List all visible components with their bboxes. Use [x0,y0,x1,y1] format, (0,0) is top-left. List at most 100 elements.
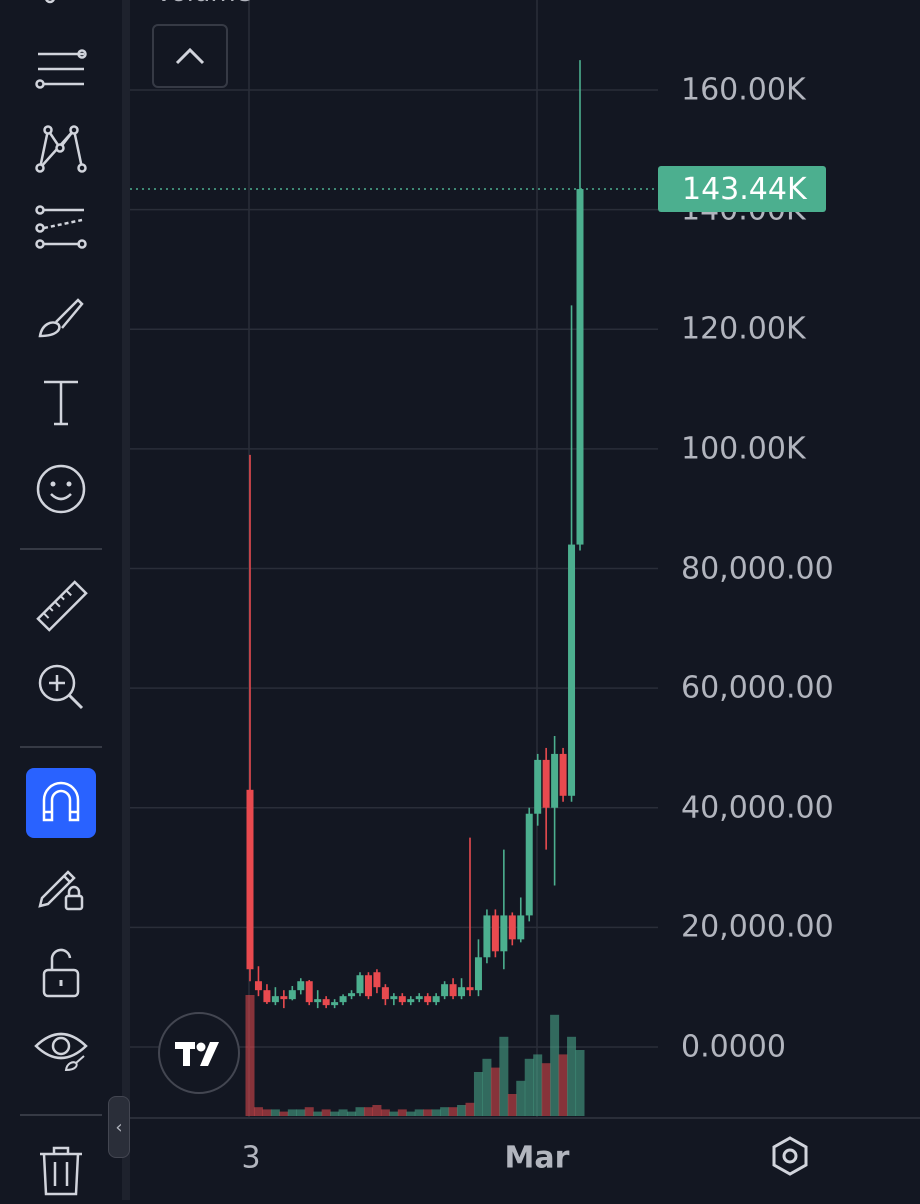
volume-bar [575,1050,585,1116]
volume-pane-label: Volume [155,0,252,8]
tool-unlock[interactable] [22,938,100,1008]
magnet-icon [42,781,80,822]
candle-body [474,957,482,991]
drawing-toolbar [0,0,122,1200]
candle-body [271,996,279,1003]
pattern-icon [35,125,87,173]
tool-trend-lines[interactable] [22,34,100,104]
tool-magnet[interactable] [26,768,96,838]
candle-body [398,996,406,1003]
price-axis-tick: 60,000.00 [681,670,834,706]
candle-body [466,987,474,991]
candle-body [314,999,322,1003]
chevron-up-icon [175,47,205,65]
tool-lock-drawings[interactable] [22,852,100,922]
price-axis-tick: 160.00K [681,72,806,108]
volume-bar [287,1109,297,1116]
toolbar-separator [20,746,102,748]
tool-text[interactable] [22,368,100,438]
volume-bar [313,1111,323,1116]
candle-body [415,996,423,1000]
trend-lines-icon [35,49,87,89]
tool-crosshair[interactable] [22,0,100,18]
tool-emoji[interactable] [22,454,100,524]
ruler-icon [36,580,88,632]
tool-zoom-in[interactable] [22,652,100,722]
candle-body [373,972,381,988]
volume-bar [279,1111,289,1116]
price-axis-tick: 40,000.00 [681,790,834,826]
volume-bar [440,1107,450,1116]
time-axis-tick: 3 [241,1140,261,1176]
tradingview-logo[interactable] [158,1012,240,1094]
price-axis-tick: 0.0000 [681,1029,786,1065]
volume-bar [347,1111,357,1116]
volume-bar [380,1109,390,1116]
volume-bar [330,1111,340,1116]
trash-icon [40,1146,82,1196]
tool-trash[interactable] [22,1134,100,1204]
candle-body [331,1002,339,1006]
tool-forecast[interactable] [22,194,100,264]
volume-bar [414,1109,424,1116]
volume-bar [270,1109,280,1116]
candle-body [339,996,347,1003]
candle-body [305,981,313,1003]
volume-bar [499,1036,509,1116]
volume-bar [507,1094,517,1116]
candle-body [356,975,364,994]
volume-bar [296,1109,306,1116]
brush-icon [38,298,84,338]
candle-body [254,981,262,991]
candle-body [322,999,330,1006]
collapse-pane-button[interactable] [152,24,228,88]
tool-eye[interactable] [22,1012,100,1082]
candle-body [508,915,516,940]
candle-body [407,999,415,1003]
volume-bar [262,1109,272,1116]
volume-bar [397,1109,407,1116]
toolbar-divider [122,0,130,1200]
candle-body [542,759,550,808]
volume-bar [372,1105,382,1116]
price-axis-tick: 80,000.00 [681,551,834,586]
price-axis-tick: 100.00K [681,431,806,467]
collapse-toolbar-button[interactable]: ‹ [108,1096,130,1158]
tool-pattern[interactable] [22,114,100,184]
volume-bar [431,1109,441,1116]
candle-body [551,753,559,808]
candle-body [348,993,356,997]
volume-bar [567,1036,577,1116]
volume-bar [321,1109,331,1116]
volume-bar [465,1102,475,1116]
chart-settings-button[interactable] [768,1134,812,1178]
volume-bar [457,1105,467,1116]
forecast-icon [35,205,87,249]
volume-bar [482,1058,492,1116]
volume-bar [490,1067,500,1116]
candle-body [568,544,576,796]
candle-body [534,759,542,814]
volume-bar [516,1080,526,1116]
candle-body [458,987,466,997]
candle-body [263,990,271,1003]
candle-body [491,915,499,952]
tradingview-logo-icon [175,1042,219,1066]
candle-body [449,984,457,997]
eye-icon [34,1032,88,1072]
tool-ruler[interactable] [22,570,100,640]
crosshair-icon [45,0,55,4]
tool-brush[interactable] [22,282,100,352]
volume-bar [448,1107,458,1116]
last-price-tag: 143.44K [658,166,826,213]
zoom-in-icon [38,664,84,710]
candle-body [576,189,584,545]
candle-body [432,996,440,1003]
candle-body [297,981,305,991]
lock-drawings-icon [38,870,84,911]
emoji-icon [36,464,86,514]
candle-body [517,915,525,940]
price-axis-tick: 120.00K [681,311,806,347]
candle-body [525,813,533,916]
